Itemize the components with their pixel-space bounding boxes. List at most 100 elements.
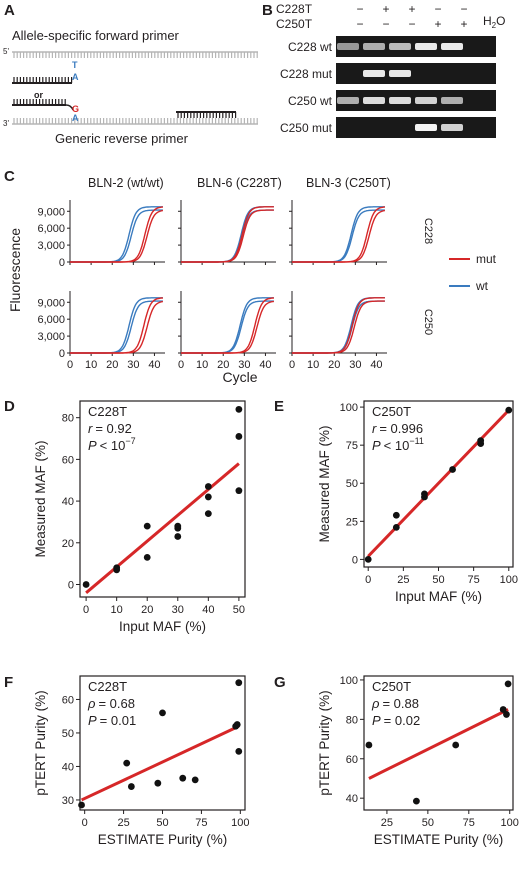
tick-label-x: 20 [141,604,153,616]
b-sign: − [382,17,389,31]
c-xlabel: Cycle [222,369,257,385]
gel-band [389,43,411,50]
amplification-curve-mut [70,297,163,354]
data-point [392,511,400,519]
tick-label-x: 30 [172,604,184,616]
amplification-curve-mut [292,209,385,263]
tick-label-y: 3,000 [37,331,65,343]
data-point [392,524,400,531]
tick-label-y: 0 [59,257,65,269]
data-point [174,522,182,530]
data-point [123,759,131,767]
tick-label-y: 0 [59,348,65,360]
annotation-correlation: ρ = 0.88 [371,696,419,711]
annotation-p-value: P = 0.02 [372,713,420,728]
panel-letter: F [4,674,13,691]
c-col-title-3: BLN-3 (C250T) [306,176,391,190]
axis-label-x: Input MAF (%) [395,589,482,604]
tick-label-x: 100 [500,574,518,586]
tick-label-y: 60 [62,694,74,706]
tick-label-x: 40 [202,604,214,616]
tick-label-y: 40 [346,793,358,805]
tick-label-x: 75 [195,817,207,829]
tick-label-x: 0 [289,359,295,371]
tick-label-x: 0 [67,359,73,371]
c-col-title-1: BLN-2 (wt/wt) [88,176,164,190]
data-point [174,533,182,540]
p-exponent: −11 [409,436,424,446]
primer-base-t: T [72,60,78,70]
corr-value: = 0.996 [379,421,423,436]
c-col-title-2: BLN-6 (C228T) [197,176,282,190]
gel-row-label: C228 mut [280,67,333,81]
corr-symbol: ρ [87,696,96,711]
h2o-label: H2O [483,14,505,30]
data-point [477,437,485,444]
gel-band [441,97,463,104]
corr-symbol: r [372,421,377,436]
tick-label-y: 100 [340,402,358,414]
annotation-mutation: C228T [88,679,127,694]
tick-label-y: 0 [352,554,358,566]
c-ylabel: Fluorescence [7,228,23,312]
tick-label-x: 50 [432,574,444,586]
regression-line [368,708,509,780]
data-point [449,466,456,473]
data-point [364,555,372,563]
corr-value: = 0.88 [382,696,419,711]
tick-label-x: 30 [349,359,361,371]
plot-frame [363,675,514,811]
axis-label-y: pTERT Purity (%) [33,690,48,795]
p-value: < 10 [384,438,410,453]
tick-label-x: 10 [307,359,319,371]
gel-background [336,63,496,84]
template-top-five-prime: 5' [3,47,9,56]
gel-row-label: C228 wt [288,40,333,54]
b-sign: + [408,2,415,16]
b-sign-grid: − + + − −− − − + + [356,2,467,31]
tick-label-y: 100 [340,675,358,687]
tick-label-x: 75 [468,574,480,586]
tick-label-y: 0 [68,579,74,591]
tick-label-x: 30 [238,359,250,371]
b-sign: − [356,17,363,31]
annotation-p-value: P = 0.01 [88,713,136,728]
b-sign: − [434,2,441,16]
h2o-sub: 2 [492,21,497,30]
tick-label-x: 10 [85,359,97,371]
annotation-mutation: C250T [372,679,411,694]
tick-label-x: 50 [156,817,168,829]
axis-label-x: ESTIMATE Purity (%) [98,832,228,847]
tick-label-y: 80 [62,413,74,425]
data-point [412,797,420,805]
amplification-curve-mut [292,206,385,263]
forward-primer-label: Allele-specific forward primer [12,28,180,43]
tick-label-y: 75 [346,440,358,452]
corr-value: = 0.92 [95,421,132,436]
tick-label-x: 0 [83,604,89,616]
data-point [159,709,166,717]
qpcr-grid: 0 3,000 6,000 9,000 0 3,000 6,000 9,000 0 10 20 30 4… [37,200,387,371]
axis-label-y: Measured MAF (%) [33,440,48,557]
tick-label-y: 9,000 [37,206,65,218]
panel-c-letter: C [4,168,15,185]
amplification-curve-mut [292,300,385,354]
gel-band [363,70,385,77]
panel-c: C BLN-2 (wt/wt) BLN-6 (C228T) BLN-3 (C25… [4,168,497,385]
tick-label-x: 0 [178,359,184,371]
b-row-header-c250t: C250T [276,17,313,31]
data-point [204,483,212,490]
data-point [365,741,373,749]
tick-label-y: 60 [62,454,74,466]
p-symbol: P [372,713,381,728]
tick-label-x: 100 [501,817,519,829]
panel-b-letter: B [262,2,273,19]
b-row-header-c228t: C228T [276,2,313,16]
data-point [143,553,151,561]
data-point [421,490,428,498]
primer-base-g: G [72,104,79,114]
regression-line [80,724,240,802]
amplification-curve-mut [292,297,385,354]
or-label: or [34,90,43,100]
p-exponent: −7 [125,436,135,446]
